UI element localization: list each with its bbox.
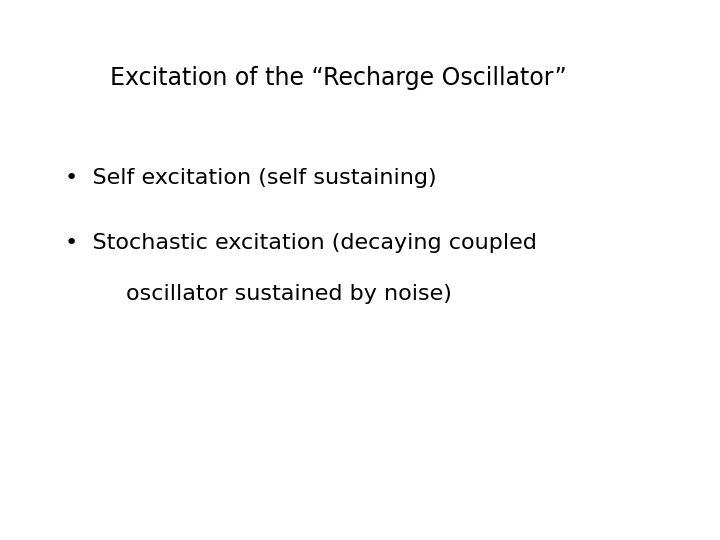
- Text: oscillator sustained by noise): oscillator sustained by noise): [126, 284, 452, 305]
- Text: Excitation of the “Recharge Oscillator”: Excitation of the “Recharge Oscillator”: [110, 66, 567, 90]
- Text: •  Stochastic excitation (decaying coupled: • Stochastic excitation (decaying couple…: [65, 233, 536, 253]
- Text: •  Self excitation (self sustaining): • Self excitation (self sustaining): [65, 168, 436, 188]
